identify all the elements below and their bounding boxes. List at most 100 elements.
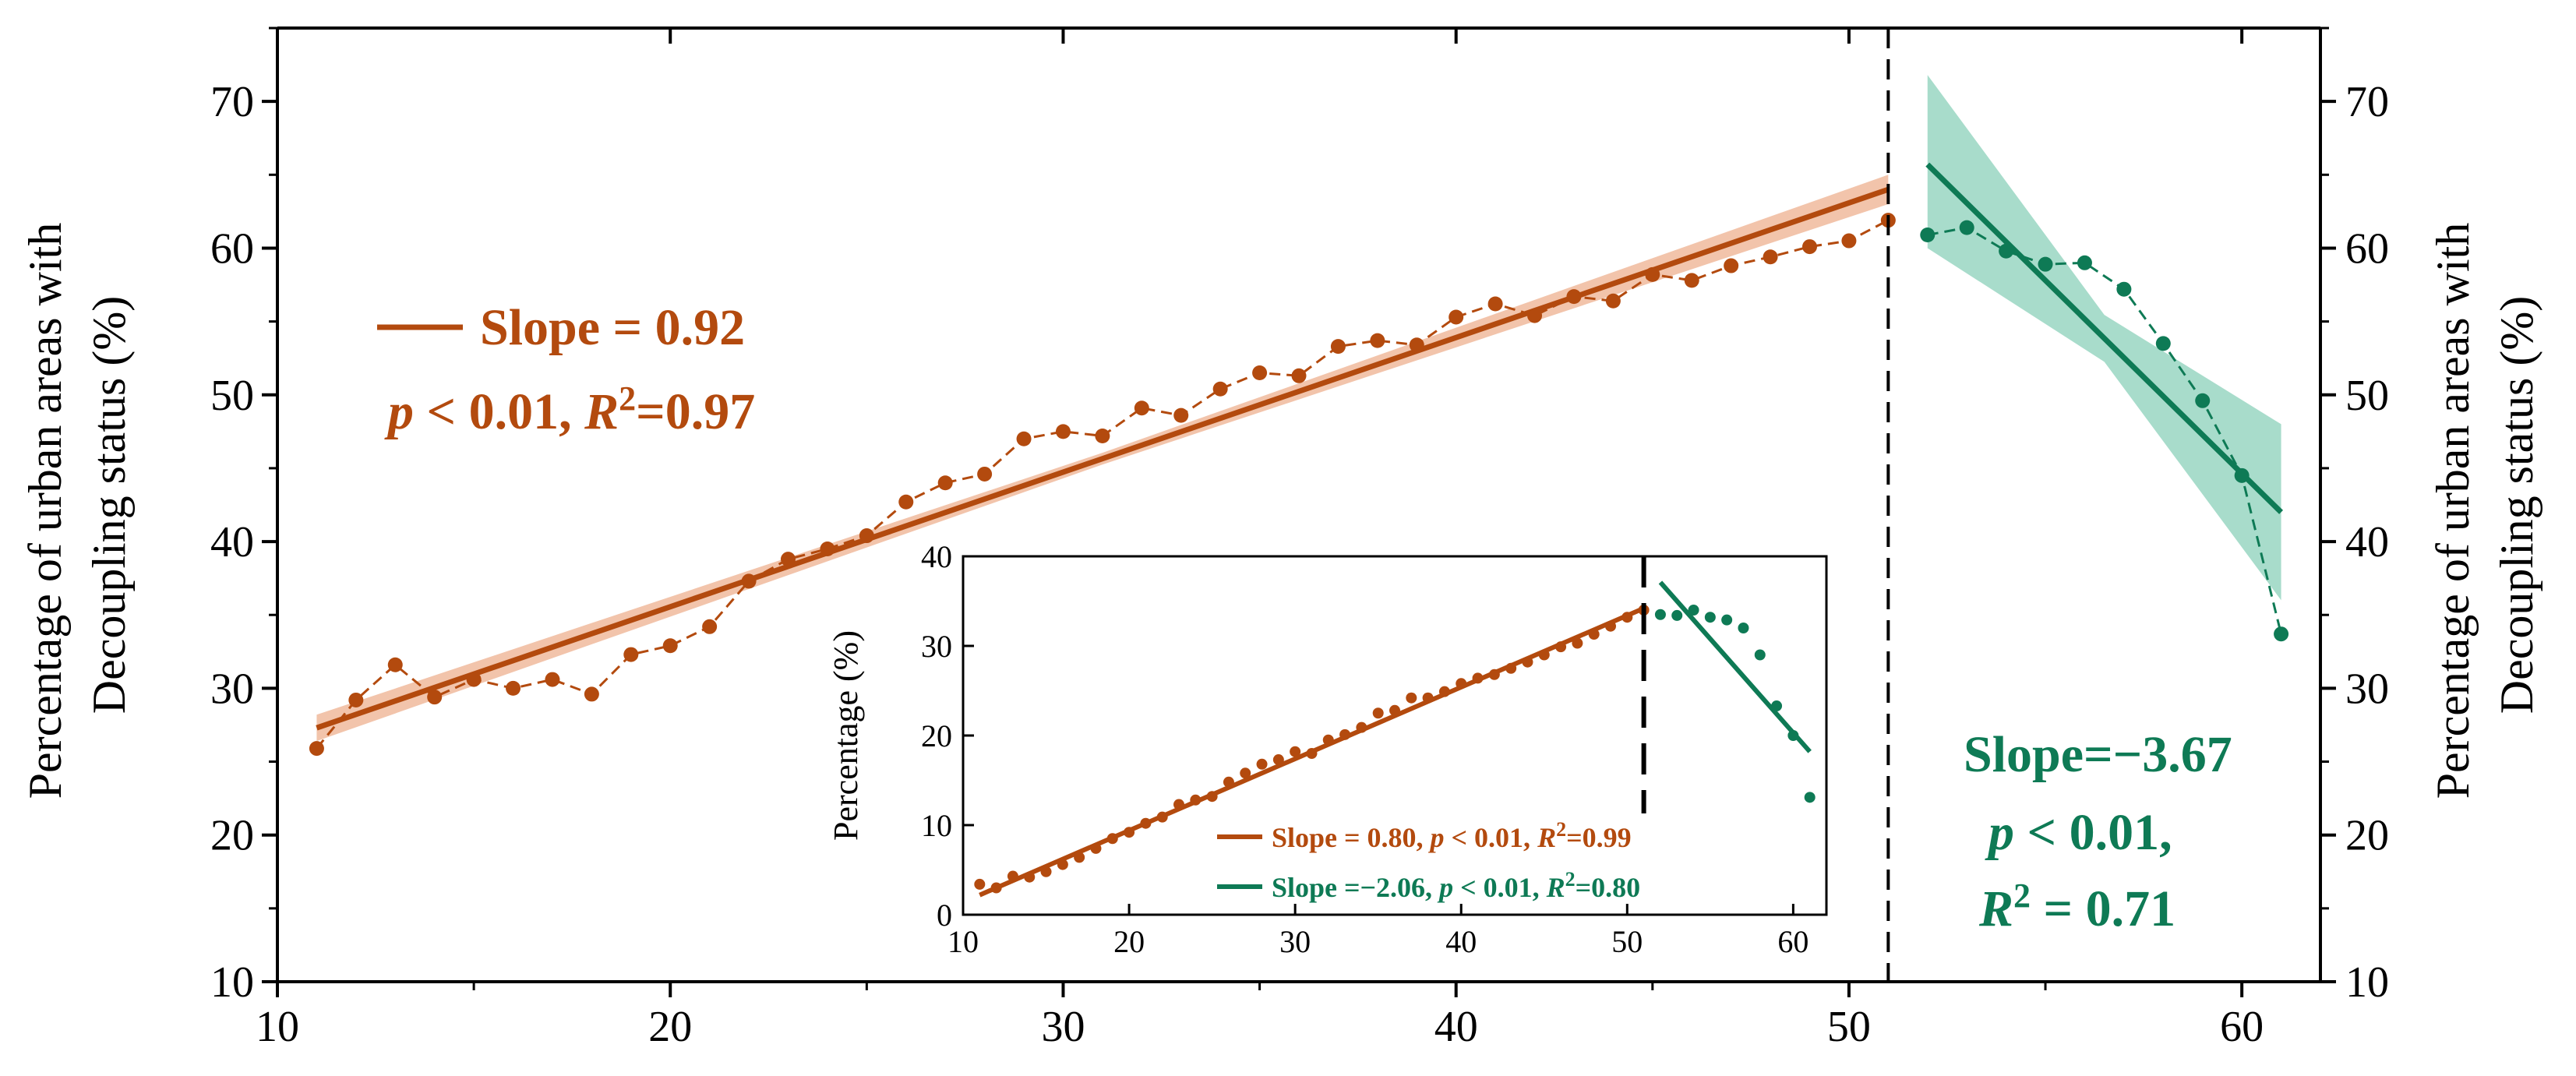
series-1-point [820, 541, 835, 556]
series-1-point [348, 692, 364, 707]
annotation-1-slope: Slope = 0.92 [480, 299, 745, 356]
annotation-1-stats: p < 0.01, R2=0.97 [384, 379, 755, 440]
y-tick-label-right: 10 [2345, 958, 2389, 1007]
inset-series-1-point [990, 882, 1002, 894]
inset-series-1-point [1173, 799, 1184, 810]
series-2-point [2234, 467, 2250, 483]
inset-series-1-point [1555, 641, 1567, 653]
series-2-point [2116, 281, 2132, 297]
inset-x-tick-label: 60 [1777, 924, 1808, 959]
series-2-point [1920, 228, 1936, 243]
inset-series-2-point [1787, 730, 1799, 741]
inset-series-1-point [1206, 791, 1218, 803]
series-1-point [1291, 368, 1307, 383]
annotation-2-r: R2 = 0.71 [1978, 877, 2175, 937]
inset-x-tick-label: 50 [1611, 924, 1643, 959]
series-1-point [1487, 296, 1503, 312]
inset-series-1-point [1621, 612, 1633, 623]
x-tick-label: 10 [256, 1003, 299, 1051]
y-tick-label-left: 20 [210, 812, 254, 860]
series-1-point [427, 690, 443, 705]
annotation-2-p: p < 0.01, [1985, 804, 2172, 861]
annotation-2-p-symbol: p [1985, 804, 2014, 861]
series-1-point [702, 619, 718, 634]
y-tick-label-left: 70 [210, 78, 254, 126]
y-tick-label-right: 60 [2345, 224, 2389, 273]
inset-series-1-point [1522, 656, 1533, 668]
series-1-point [1449, 309, 1464, 325]
annotation-1-p-symbol: p [384, 383, 414, 440]
series-1-point [1055, 424, 1071, 439]
inset-series-2-point [1654, 609, 1666, 620]
inset-series-1-point [1040, 866, 1052, 877]
annotation-2-r-symbol: R [1978, 880, 2013, 937]
inset-series-1-point [1422, 692, 1434, 704]
annotation-2-slope: Slope=−3.67 [1964, 726, 2232, 783]
series-1-point [387, 657, 403, 672]
inset-legend-1-slope: Slope = 0.80, [1272, 822, 1431, 853]
inset-legend-2-p-value: < 0.01, [1453, 872, 1547, 903]
series-1-point [1527, 308, 1543, 323]
inset-series-2-point [1804, 792, 1816, 803]
inset-series-1-point [1372, 707, 1384, 719]
series-1-point [1409, 337, 1424, 353]
series-1-point [662, 638, 678, 654]
series-1-point [584, 686, 599, 702]
inset-legend-1-text: Slope = 0.80, p < 0.01, R2=0.99 [1272, 818, 1632, 853]
inset-x-tick-label: 10 [947, 924, 979, 959]
series-2-point [2155, 336, 2171, 351]
y-tick-label-left: 60 [210, 224, 254, 273]
series-1-point [1016, 431, 1032, 446]
series-2-point [2274, 626, 2289, 642]
y-tick-label-left: 10 [210, 958, 254, 1007]
inset-legend-1-p-value: < 0.01, [1445, 822, 1538, 853]
y-axis-title-right: Percentage of urban areas with Decouplin… [2427, 211, 2542, 799]
y-axis-title-right-line1: Percentage of urban areas with [2427, 223, 2479, 799]
inset-y-axis-title: Percentage (%) [827, 630, 865, 841]
y-axis-title-left: Percentage of urban areas with Decouplin… [19, 211, 135, 799]
inset-series-1-point [1256, 758, 1268, 770]
series-1-point [1095, 428, 1110, 443]
y-tick-label-left: 40 [210, 518, 254, 566]
inset-series-1-point [1505, 662, 1517, 674]
inset-series-1-point [1190, 794, 1202, 806]
annotation-1-r-symbol: R [584, 383, 619, 440]
y-tick-label-left: 30 [210, 665, 254, 713]
inset-series-1-point [1223, 776, 1234, 788]
series-1-point [1252, 365, 1268, 381]
y-tick-label-right: 50 [2345, 372, 2389, 420]
inset-series-1-point [1290, 746, 1301, 757]
y-axis-title-left-line2: Decoupling status (%) [83, 296, 135, 714]
inset-series-1-point [1140, 817, 1152, 829]
series-2-point [1999, 243, 2014, 259]
annotation-1-r-superscript: 2 [619, 379, 636, 418]
inset-legend-2-text: Slope =−2.06, p < 0.01, R2=0.80 [1272, 868, 1640, 903]
inset-y-tick-label: 40 [921, 539, 952, 574]
inset-data-layer [974, 556, 1816, 898]
series-1-point [1645, 266, 1660, 282]
series-2-point [2077, 255, 2092, 270]
inset-series-1-point [1156, 811, 1168, 823]
series-1-point [977, 466, 993, 482]
inset-y-tick-label: 30 [921, 629, 952, 664]
inset-series-1-point [1007, 870, 1018, 882]
inset-series-1-point [1588, 629, 1600, 640]
inset-series-2-point [1688, 605, 1699, 616]
inset-y-tick-label: 10 [921, 808, 952, 843]
series-2-fit-line [1925, 162, 2284, 514]
inset-legend-1-r-symbol: R [1537, 822, 1556, 853]
series-1-point [741, 573, 757, 589]
inset-series-1-point [1240, 767, 1251, 779]
series-1-point [1566, 289, 1582, 305]
inset-series-1-point [1538, 649, 1550, 661]
series-2-point [2038, 256, 2053, 272]
series-1-point [1173, 407, 1189, 423]
inset-series-1-point [1472, 672, 1484, 684]
series-1-point [1724, 258, 1739, 273]
inset-series-1-point [1057, 859, 1068, 870]
inset-legend-2-p-symbol: p [1437, 872, 1453, 903]
series-1-fit-line [316, 186, 1890, 731]
inset-series-1-point [1272, 754, 1284, 766]
